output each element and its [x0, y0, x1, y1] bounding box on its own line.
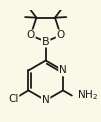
Text: B: B [42, 37, 49, 47]
Text: N: N [59, 66, 67, 76]
Text: N: N [42, 95, 50, 105]
Text: Cl: Cl [8, 94, 19, 104]
Text: O: O [57, 30, 65, 40]
Text: O: O [26, 30, 35, 40]
Text: NH$_2$: NH$_2$ [77, 89, 99, 102]
